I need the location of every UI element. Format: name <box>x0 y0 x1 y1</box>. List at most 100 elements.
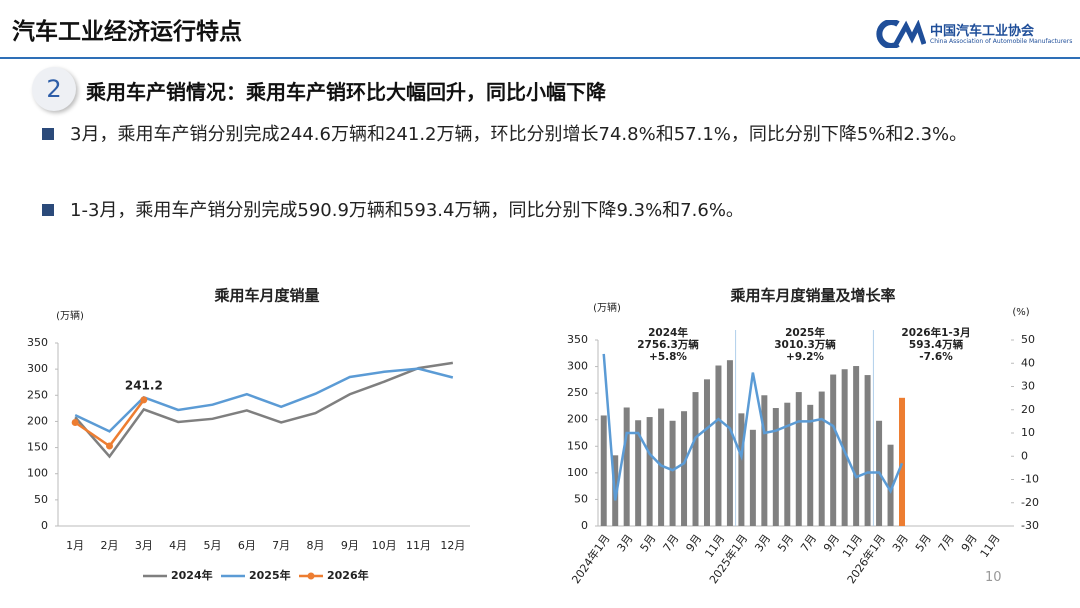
x-tick-label: 7月 <box>936 532 957 554</box>
bar <box>887 444 894 526</box>
section-number: 2 <box>32 67 76 111</box>
x-tick-label: 4月 <box>169 539 187 552</box>
data-label: 241.2 <box>125 378 163 392</box>
section-heading: 乘用车产销情况：乘用车产销环比大幅回升，同比小幅下降 <box>86 80 606 104</box>
annotation: 2026年1-3月 <box>901 326 970 339</box>
legend-label: 2026年 <box>327 568 369 582</box>
bar <box>646 417 653 526</box>
y-tick-label: 350 <box>567 333 588 346</box>
line-marker <box>71 418 79 426</box>
bar <box>623 407 630 526</box>
bar <box>841 369 848 526</box>
y2-tick-label: 30 <box>1021 380 1035 393</box>
y2-axis-label: (%) <box>1012 307 1029 318</box>
x-tick-label: 6月 <box>238 539 256 552</box>
y2-tick-label: -30 <box>1021 519 1039 532</box>
y2-tick-label: 20 <box>1021 403 1035 416</box>
x-tick-label: 3月 <box>615 532 636 554</box>
bullet-text: 3月，乘用车产销分别完成244.6万辆和241.2万辆，环比分别增长74.8%和… <box>70 124 968 145</box>
line <box>74 367 454 433</box>
bar <box>726 360 733 526</box>
x-tick-label: 7月 <box>798 532 819 554</box>
x-tick-label: 9月 <box>959 532 980 554</box>
page-number: 10 <box>985 570 1002 585</box>
bar <box>761 395 768 526</box>
y2-tick-label: 40 <box>1021 356 1035 369</box>
header-rule <box>0 57 1080 59</box>
x-tick-label: 5月 <box>913 532 934 554</box>
x-tick-label: 5月 <box>204 539 222 552</box>
x-tick-label: 9月 <box>683 532 704 554</box>
x-tick-label: 3月 <box>135 539 153 552</box>
logo-name: 中国汽车工业协会 <box>930 24 1035 39</box>
chart-title: 乘用车月度销量 <box>213 287 319 305</box>
y2-tick-label: 0 <box>1021 449 1028 462</box>
bar <box>795 392 802 526</box>
y-tick-label: 100 <box>27 467 48 480</box>
legend-label: 2025年 <box>249 568 291 582</box>
x-tick-label: 10月 <box>372 539 397 552</box>
bar <box>635 420 642 526</box>
x-tick-label: 7月 <box>661 532 682 554</box>
x-tick-label: 3月 <box>752 532 773 554</box>
logo-mark <box>876 20 926 48</box>
x-tick-label: 11月 <box>978 532 1003 560</box>
slide-title: 汽车工业经济运行特点 <box>12 19 242 45</box>
y-tick-label: 200 <box>567 413 588 426</box>
y-axis-label: (万辆) <box>56 309 84 322</box>
x-tick-label: 5月 <box>775 532 796 554</box>
chart-title: 乘用车月度销量及增长率 <box>729 287 895 305</box>
y-tick-label: 50 <box>574 492 588 505</box>
bar <box>818 391 825 526</box>
annotation: -7.6% <box>919 351 953 363</box>
x-tick-label: 7月 <box>272 539 290 552</box>
y-tick-label: 50 <box>34 493 48 506</box>
legend-marker <box>307 572 315 580</box>
annotation: +9.2% <box>786 351 824 363</box>
bar <box>692 392 699 526</box>
y-tick-label: 250 <box>27 388 48 401</box>
y-tick-label: 0 <box>581 519 588 532</box>
annotation: +5.8% <box>649 351 687 363</box>
bar <box>681 411 688 526</box>
bar <box>715 365 722 526</box>
x-tick-label: 9月 <box>341 539 359 552</box>
line-marker <box>106 442 113 450</box>
y-tick-label: 250 <box>567 386 588 399</box>
y2-tick-label: 10 <box>1021 426 1035 439</box>
bar <box>749 429 756 526</box>
x-tick-label: 1月 <box>66 539 84 552</box>
bar <box>830 374 837 526</box>
y-tick-label: 300 <box>27 362 48 375</box>
y-tick-label: 150 <box>27 441 48 454</box>
x-tick-label: 3月 <box>890 532 911 554</box>
annotation: 2756.3万辆 <box>637 338 699 351</box>
bar <box>600 415 607 526</box>
y2-tick-label: -10 <box>1021 473 1039 486</box>
annotation: 3010.3万辆 <box>774 338 836 351</box>
bar <box>669 420 676 526</box>
y-tick-label: 300 <box>567 360 588 373</box>
bullet-marker <box>42 204 54 216</box>
x-tick-label: 2月 <box>101 539 119 552</box>
y-tick-label: 150 <box>567 439 588 452</box>
x-tick-label: 12月 <box>440 539 465 552</box>
x-tick-label: 9月 <box>821 532 842 554</box>
x-tick-label: 11月 <box>406 539 431 552</box>
y-tick-label: 200 <box>27 414 48 427</box>
logo-subtitle: China Association of Automobile Manufact… <box>930 38 1073 45</box>
bar <box>738 413 745 526</box>
line-marker <box>140 396 148 404</box>
bar <box>772 408 779 526</box>
bar <box>864 375 871 526</box>
line <box>74 361 454 459</box>
bar <box>703 379 710 526</box>
y-tick-label: 350 <box>27 336 48 349</box>
bar <box>807 404 814 526</box>
y-axis-label: (万辆) <box>593 301 621 314</box>
annotation: 2025年 <box>785 326 825 339</box>
x-tick-label: 2024年1月 <box>568 531 612 586</box>
bar <box>899 397 906 526</box>
y2-tick-label: -20 <box>1021 496 1039 509</box>
line <box>602 353 904 501</box>
